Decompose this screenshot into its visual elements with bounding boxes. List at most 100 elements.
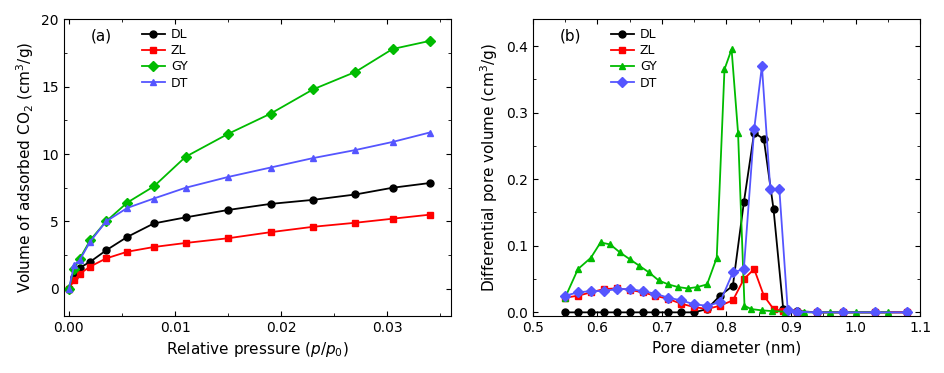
DL [598,310,609,314]
GY [849,310,860,314]
Line: DL: DL [65,179,432,292]
DT [773,187,784,191]
ZL [63,286,75,291]
DT [307,156,318,160]
GY [738,304,750,308]
DL [572,310,583,314]
GY [148,184,160,189]
Line: ZL: ZL [65,211,432,292]
GY [614,250,625,255]
ZL [349,220,361,225]
DT [69,262,80,267]
ZL [727,298,738,303]
ZL [74,272,85,276]
DL [74,266,85,270]
GY [584,256,596,260]
ZL [222,236,233,241]
ZL [700,307,712,311]
GY [718,67,730,72]
DL [737,200,749,205]
DL [901,310,912,314]
DT [74,258,85,263]
DT [714,300,725,305]
DT [675,298,686,303]
ZL [748,267,759,271]
ZL [662,297,673,301]
DL [122,235,133,239]
GY [682,286,693,291]
DT [386,140,397,144]
Y-axis label: Volume of adsorbed CO$_2$ (cm$^3$/g): Volume of adsorbed CO$_2$ (cm$^3$/g) [14,42,36,293]
DT [84,239,95,244]
DT [100,219,111,224]
ZL [264,230,276,234]
ZL [649,294,661,298]
ZL [675,301,686,306]
DT [623,287,634,291]
DT [264,165,276,170]
DT [222,175,233,179]
ZL [148,245,160,249]
Legend: DL, ZL, GY, DT: DL, ZL, GY, DT [608,26,659,92]
DL [791,309,802,313]
GY [572,267,583,271]
DL [675,310,686,314]
DT [148,196,160,201]
DT [755,64,767,68]
DT [748,127,759,132]
GY [823,310,834,314]
DL [264,202,276,206]
GY [69,266,80,271]
DL [222,208,233,212]
DL [727,283,738,288]
DL [662,310,673,314]
ZL [100,256,111,261]
GY [74,257,85,261]
DL [386,185,397,190]
DL [714,294,725,298]
X-axis label: Pore diameter (nm): Pore diameter (nm) [651,340,801,355]
ZL [424,213,435,217]
Line: GY: GY [561,46,890,316]
GY [386,47,397,51]
DL [748,130,759,135]
GY [778,310,789,314]
Text: (b): (b) [559,28,581,43]
DL [424,181,435,185]
DT [791,310,802,314]
DL [148,221,160,226]
GY [671,285,683,289]
ZL [122,250,133,254]
GY [881,310,892,314]
DL [611,310,622,314]
ZL [559,295,570,300]
ZL [584,290,596,295]
ZL [810,310,821,314]
Y-axis label: Differential pore volume (cm$^3$/g): Differential pore volume (cm$^3$/g) [479,43,499,292]
DT [584,289,596,293]
DT [700,304,712,308]
ZL [636,290,648,295]
DT [727,270,738,275]
ZL [737,277,749,281]
DL [868,310,880,314]
DL [757,137,768,141]
DT [868,310,880,314]
ZL [791,310,802,314]
GY [222,132,233,136]
DT [179,185,191,190]
DT [636,289,648,293]
X-axis label: Relative pressure ($p/p_0$): Relative pressure ($p/p_0$) [166,340,348,359]
Line: DT: DT [65,129,432,292]
DL [100,248,111,253]
GY [179,154,191,159]
GY [710,256,721,260]
DT [572,290,583,295]
DL [179,215,191,220]
ZL [836,310,848,314]
ZL [868,310,880,314]
DL [636,310,648,314]
DL [688,310,700,314]
DT [598,289,609,293]
GY [745,307,756,311]
